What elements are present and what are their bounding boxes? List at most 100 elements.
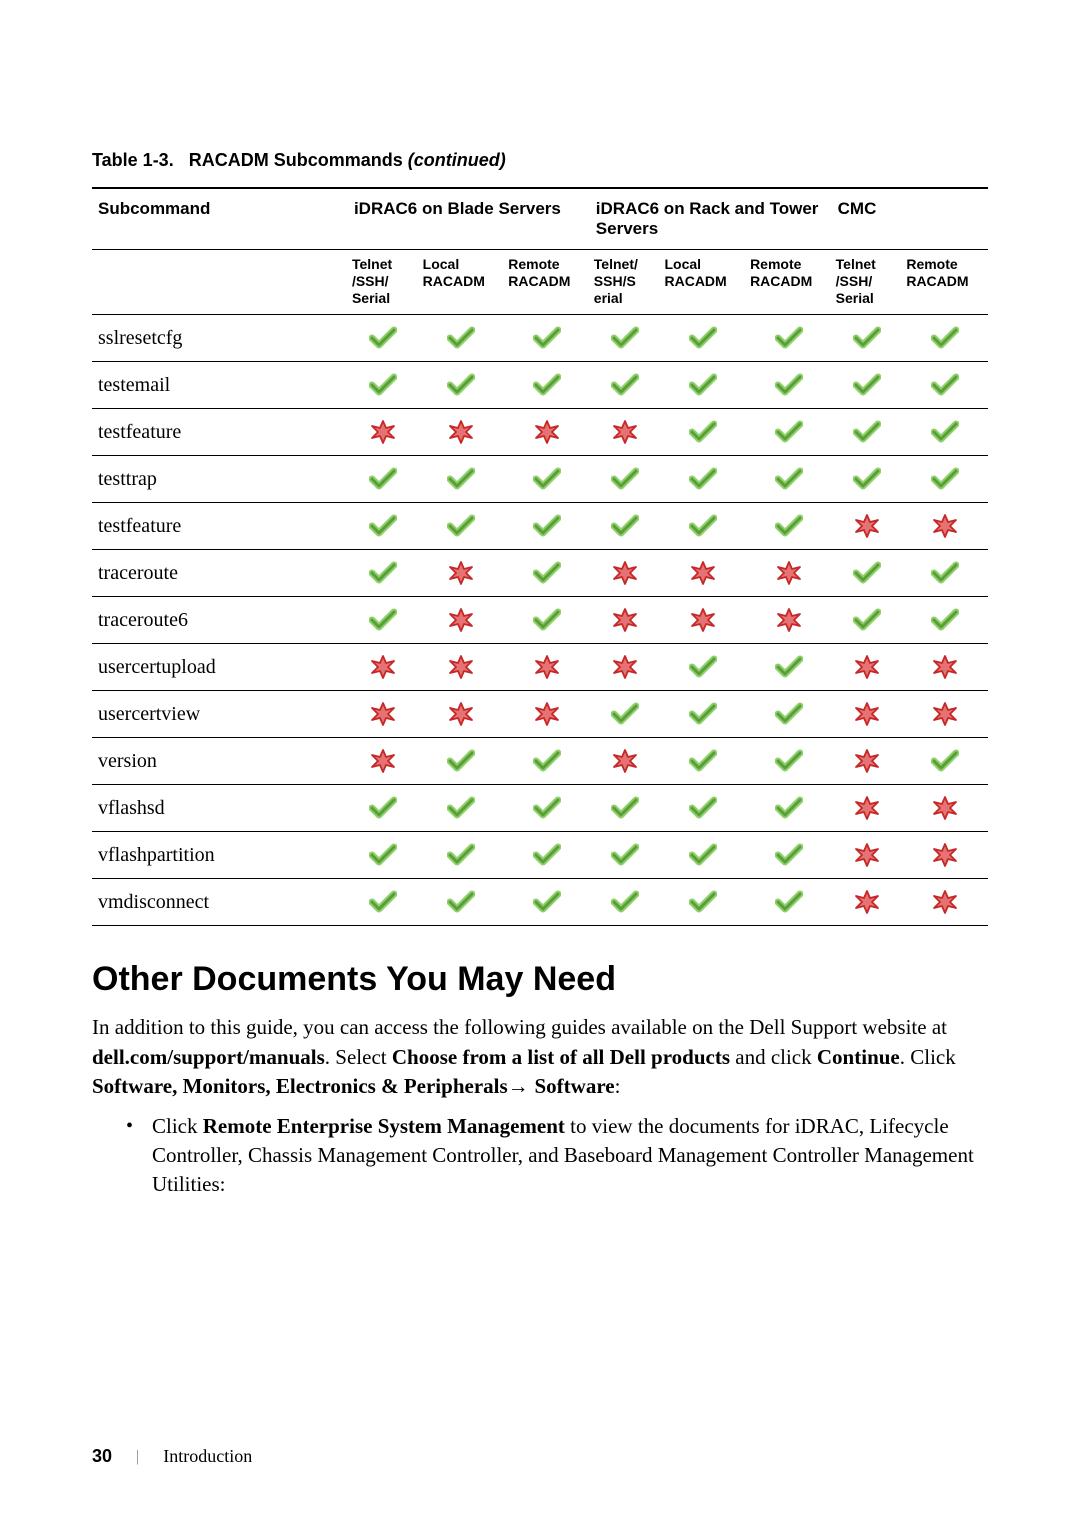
support-cell (902, 879, 988, 926)
cross-icon (931, 842, 959, 868)
check-icon (447, 842, 475, 868)
table-row: traceroute (92, 550, 988, 597)
support-cell (746, 738, 832, 785)
caption-title: RACADM Subcommands (189, 150, 403, 170)
support-cell (348, 503, 419, 550)
support-cell (660, 597, 746, 644)
check-icon (689, 513, 717, 539)
check-icon (689, 372, 717, 398)
footer-section: Introduction (163, 1446, 252, 1467)
support-cell (504, 644, 590, 691)
check-icon (931, 560, 959, 586)
cross-icon (853, 701, 881, 727)
check-icon (931, 372, 959, 398)
subcommand-name: testemail (92, 362, 348, 409)
check-icon (611, 466, 639, 492)
support-cell (746, 879, 832, 926)
header-col6: RemoteRACADM (746, 250, 832, 315)
support-cell (746, 503, 832, 550)
check-icon (775, 889, 803, 915)
support-cell (902, 456, 988, 503)
check-icon (611, 701, 639, 727)
support-cell (746, 550, 832, 597)
bullet-item: Click Remote Enterprise System Managemen… (126, 1112, 988, 1200)
support-cell (504, 597, 590, 644)
support-cell (832, 832, 903, 879)
check-icon (775, 325, 803, 351)
subcommands-table: Subcommand iDRAC6 on Blade Servers iDRAC… (92, 187, 988, 926)
support-cell (504, 456, 590, 503)
support-cell (902, 315, 988, 362)
support-cell (590, 597, 661, 644)
check-icon (533, 513, 561, 539)
cross-icon (931, 701, 959, 727)
check-icon (931, 325, 959, 351)
support-cell (504, 362, 590, 409)
support-cell (590, 691, 661, 738)
cross-icon (447, 419, 475, 445)
support-cell (902, 832, 988, 879)
check-icon (931, 748, 959, 774)
support-cell (419, 785, 505, 832)
support-cell (504, 550, 590, 597)
cross-icon (611, 607, 639, 633)
support-cell (832, 879, 903, 926)
support-cell (419, 738, 505, 785)
check-icon (533, 325, 561, 351)
check-icon (447, 795, 475, 821)
table-caption: Table 1-3. RACADM Subcommands (continued… (92, 150, 988, 171)
check-icon (853, 466, 881, 492)
cross-icon (447, 560, 475, 586)
support-cell (504, 409, 590, 456)
support-cell (832, 362, 903, 409)
check-icon (369, 325, 397, 351)
header-group1: iDRAC6 on Blade Servers (348, 188, 590, 250)
support-cell (832, 738, 903, 785)
support-cell (348, 832, 419, 879)
cross-icon (533, 701, 561, 727)
support-cell (902, 644, 988, 691)
support-cell (504, 738, 590, 785)
header-col3: RemoteRACADM (504, 250, 590, 315)
support-cell (419, 644, 505, 691)
subcommand-name: traceroute (92, 550, 348, 597)
check-icon (775, 842, 803, 868)
page-footer: 30 | Introduction (92, 1446, 252, 1467)
check-icon (533, 795, 561, 821)
check-icon (369, 795, 397, 821)
check-icon (931, 607, 959, 633)
check-icon (611, 372, 639, 398)
subcommand-name: version (92, 738, 348, 785)
support-cell (660, 879, 746, 926)
header-col5: LocalRACADM (660, 250, 746, 315)
table-row: testemail (92, 362, 988, 409)
check-icon (369, 842, 397, 868)
support-cell (419, 879, 505, 926)
support-cell (419, 832, 505, 879)
check-icon (775, 466, 803, 492)
support-cell (902, 362, 988, 409)
check-icon (533, 748, 561, 774)
cross-icon (853, 748, 881, 774)
check-icon (689, 748, 717, 774)
check-icon (447, 466, 475, 492)
check-icon (775, 654, 803, 680)
check-icon (931, 466, 959, 492)
cross-icon (369, 748, 397, 774)
subcommand-name: vflashsd (92, 785, 348, 832)
table-row: vflashpartition (92, 832, 988, 879)
support-cell (832, 315, 903, 362)
subcommand-name: testfeature (92, 409, 348, 456)
page-number: 30 (92, 1446, 112, 1467)
subcommand-name: testfeature (92, 503, 348, 550)
support-cell (660, 409, 746, 456)
support-cell (590, 879, 661, 926)
table-row: version (92, 738, 988, 785)
cross-icon (931, 795, 959, 821)
cross-icon (931, 654, 959, 680)
support-cell (348, 362, 419, 409)
check-icon (447, 889, 475, 915)
cross-icon (775, 607, 803, 633)
support-cell (660, 644, 746, 691)
support-cell (832, 456, 903, 503)
